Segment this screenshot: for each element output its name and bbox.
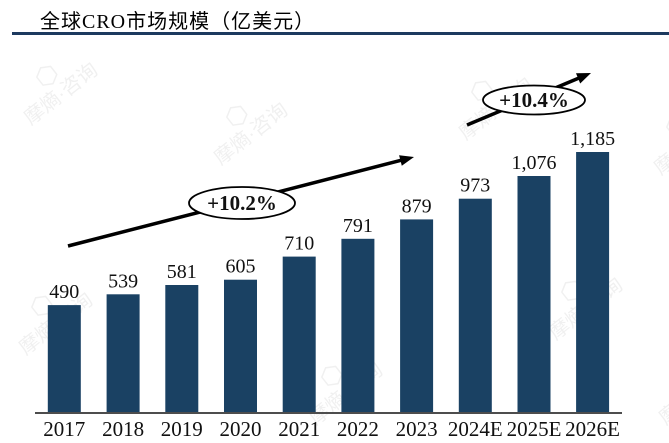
category-label-2022: 2022	[337, 417, 379, 441]
bar-2018	[106, 294, 140, 413]
chart-title: 全球CRO市场规模（亿美元）	[40, 11, 316, 33]
value-label-2019: 581	[167, 261, 197, 283]
category-label-2021: 2021	[278, 417, 320, 441]
bar-2023	[400, 219, 434, 413]
growth-annotation-2-label: +10.4%	[499, 88, 569, 112]
value-label-2018: 539	[108, 270, 138, 292]
category-label-2025E: 2025E	[507, 417, 562, 441]
value-label-2024E: 973	[460, 175, 490, 197]
bar-2026E	[576, 152, 610, 413]
category-label-2018: 2018	[102, 417, 144, 441]
bar-2019	[165, 285, 199, 413]
value-label-2025E: 1,076	[512, 152, 557, 174]
growth-arrow-2-head-icon	[576, 73, 591, 84]
bar-2017	[47, 305, 81, 413]
bar-2020	[224, 279, 257, 413]
bar-2024E	[458, 198, 492, 413]
growth-annotation-1-ellipse	[188, 186, 296, 220]
value-label-2017: 490	[49, 281, 79, 303]
bar-2021	[282, 256, 316, 413]
value-label-2026E: 1,185	[570, 128, 615, 150]
bar-2022	[341, 238, 375, 413]
value-label-2020: 605	[226, 256, 256, 278]
bar-2025E	[517, 176, 551, 413]
category-label-2023: 2023	[396, 417, 438, 441]
growth-annotation-2-ellipse	[482, 84, 586, 116]
growth-annotation-1-label: +10.2%	[207, 191, 277, 215]
category-label-2017: 2017	[43, 417, 85, 441]
category-label-2024E: 2024E	[448, 417, 503, 441]
growth-arrow-1-head-icon	[399, 155, 414, 166]
category-label-2019: 2019	[161, 417, 203, 441]
title-underline	[12, 32, 669, 35]
category-label-2020: 2020	[220, 417, 262, 441]
value-label-2021: 710	[284, 233, 314, 255]
category-label-2026E: 2026E	[565, 417, 620, 441]
value-label-2023: 879	[402, 195, 432, 217]
value-label-2022: 791	[343, 215, 373, 237]
